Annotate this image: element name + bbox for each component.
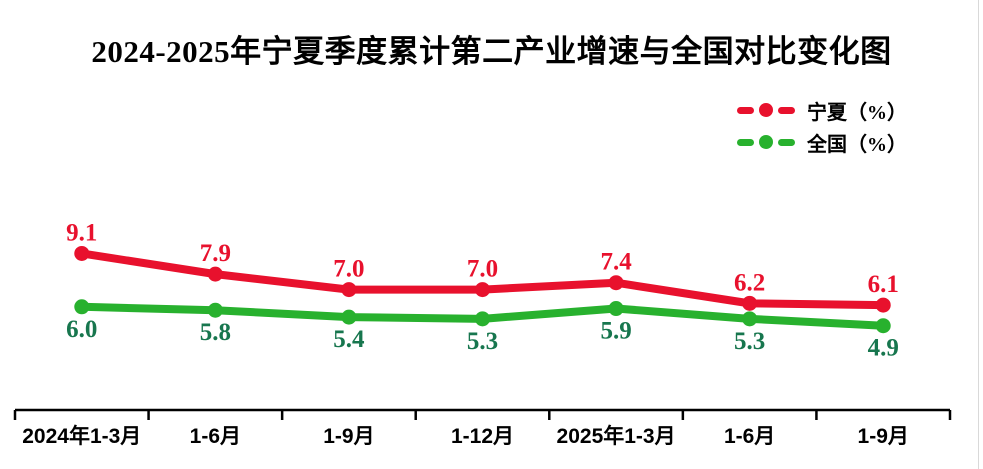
data-label: 6.1 <box>868 271 899 298</box>
data-label: 7.9 <box>200 240 231 267</box>
data-label: 5.4 <box>333 326 365 353</box>
data-label: 9.1 <box>66 219 97 246</box>
x-axis-label: 1-12月 <box>451 425 514 448</box>
data-point <box>875 318 891 334</box>
data-point <box>207 302 223 318</box>
data-label: 7.4 <box>600 249 632 276</box>
data-point <box>475 311 490 327</box>
image-right-border <box>978 0 979 469</box>
data-point <box>875 297 891 313</box>
data-label: 6.0 <box>66 316 97 343</box>
data-point <box>742 311 758 327</box>
data-label: 6.2 <box>734 269 765 296</box>
data-point <box>74 245 90 261</box>
x-axis-label: 1-9月 <box>323 425 374 448</box>
x-axis-label: 2024年1-3月 <box>22 424 141 448</box>
data-label: 5.8 <box>200 319 231 346</box>
data-point <box>207 266 223 282</box>
data-point <box>608 275 624 291</box>
data-label: 7.0 <box>467 256 498 283</box>
legend-label-ningxia: 宁夏（%） <box>807 101 907 124</box>
data-point <box>74 299 90 315</box>
x-axis-label: 1-6月 <box>190 425 241 448</box>
legend-item-ningxia: 宁夏（%） <box>737 97 907 124</box>
data-point <box>341 309 357 325</box>
data-point <box>742 295 758 311</box>
data-point <box>475 282 490 298</box>
data-label: 7.0 <box>333 256 364 283</box>
data-label: 5.9 <box>600 318 631 345</box>
data-label: 5.3 <box>467 328 498 355</box>
data-label: 4.9 <box>868 335 899 362</box>
data-point <box>608 301 624 317</box>
data-point <box>341 282 357 298</box>
legend: 宁夏（%） 全国（%） <box>737 97 907 156</box>
legend-label-national: 全国（%） <box>807 133 907 156</box>
x-axis-label: 1-6月 <box>724 425 775 448</box>
national-line-marker-icon <box>737 135 795 149</box>
x-axis-label: 1-9月 <box>858 425 909 448</box>
ningxia-line-marker-icon <box>737 103 795 117</box>
data-label: 5.3 <box>734 328 765 355</box>
legend-item-national: 全国（%） <box>737 129 907 156</box>
x-axis-label: 2025年1-3月 <box>557 424 676 448</box>
chart-title: 2024-2025年宁夏季度累计第二产业增速与全国对比变化图 <box>91 34 892 69</box>
